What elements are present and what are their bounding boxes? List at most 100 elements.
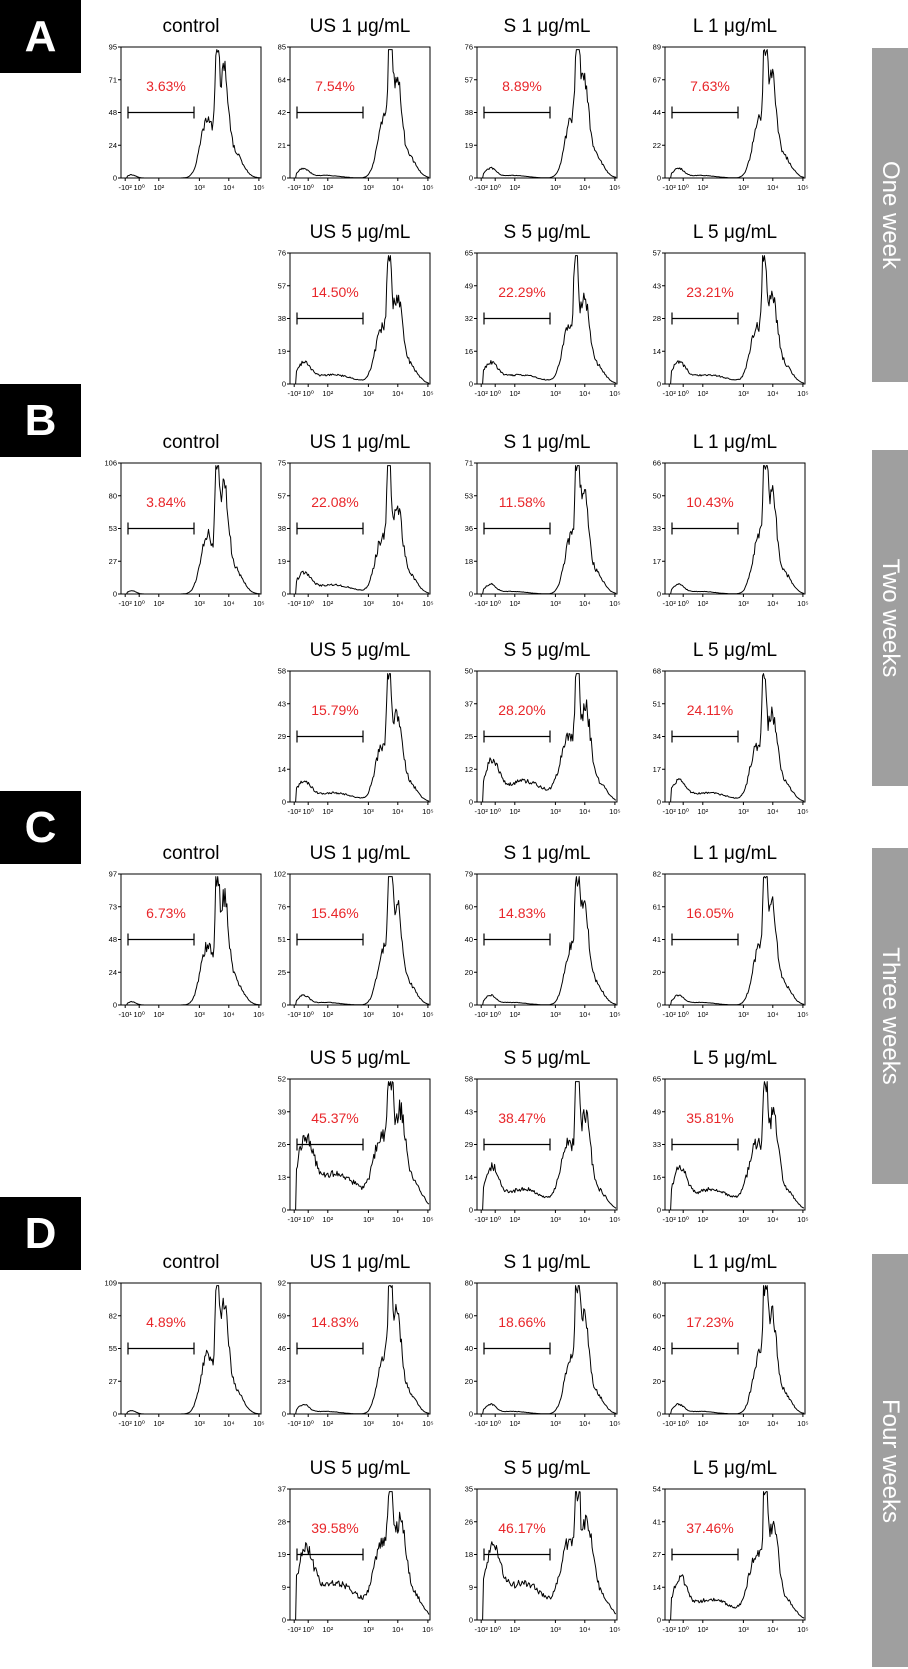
x-tick-label: 10⁵ bbox=[422, 1010, 433, 1019]
gate-percent-label: 3.63% bbox=[146, 78, 186, 94]
gate-percent-label: 4.89% bbox=[146, 1314, 186, 1330]
y-tick-label: 20 bbox=[653, 968, 661, 977]
x-tick-label: 10⁵ bbox=[253, 1419, 264, 1428]
y-tick-label: 97 bbox=[109, 870, 117, 879]
x-tick-label: 10² bbox=[509, 1419, 520, 1428]
histogram-line bbox=[122, 876, 261, 1006]
histogram-line bbox=[291, 465, 430, 595]
y-tick-label: 53 bbox=[465, 491, 473, 500]
x-tick-label: -10² bbox=[663, 1419, 677, 1428]
y-tick-label: 0 bbox=[113, 590, 117, 599]
histogram-line bbox=[478, 673, 617, 803]
x-tick-label: 10³ bbox=[363, 1625, 374, 1634]
y-tick-label: 95 bbox=[109, 43, 117, 52]
y-tick-label: 0 bbox=[113, 1410, 117, 1419]
x-tick-label: -10² bbox=[288, 389, 302, 398]
y-tick-label: 16 bbox=[653, 1173, 661, 1182]
x-tick-label: 10⁴ bbox=[579, 599, 591, 608]
x-tick-label: -10² bbox=[288, 807, 302, 816]
x-tick-label: 10⁴ bbox=[767, 599, 779, 608]
y-tick-label: 27 bbox=[109, 557, 117, 566]
y-tick-label: 29 bbox=[465, 1140, 473, 1149]
x-tick-label: 10⁰ bbox=[134, 1010, 145, 1019]
y-tick-label: 65 bbox=[465, 249, 473, 258]
y-tick-label: 76 bbox=[278, 249, 286, 258]
x-tick-label: 10⁴ bbox=[392, 807, 404, 816]
y-tick-label: 26 bbox=[278, 1140, 286, 1149]
y-tick-label: 29 bbox=[278, 732, 286, 741]
x-tick-label: 10³ bbox=[550, 1010, 561, 1019]
y-tick-label: 61 bbox=[653, 902, 661, 911]
gate-percent-label: 35.81% bbox=[686, 1110, 733, 1126]
y-tick-label: 54 bbox=[653, 1485, 661, 1494]
x-tick-label: 10⁴ bbox=[579, 1010, 591, 1019]
x-tick-label: 10⁵ bbox=[797, 1419, 808, 1428]
x-tick-label: 10² bbox=[697, 1010, 708, 1019]
panel-title: S 5 μg/mL bbox=[504, 1048, 591, 1069]
x-tick-label: 10⁴ bbox=[767, 1215, 779, 1224]
week-bar-one: One week bbox=[872, 48, 908, 382]
gate-percent-label: 14.50% bbox=[311, 284, 358, 300]
gate-percent-label: 15.79% bbox=[311, 702, 358, 718]
x-tick-label: 10³ bbox=[738, 807, 749, 816]
x-tick-label: 10² bbox=[322, 1625, 333, 1634]
y-tick-label: 67 bbox=[653, 75, 661, 84]
y-tick-label: 37 bbox=[278, 1485, 286, 1494]
y-tick-label: 43 bbox=[278, 699, 286, 708]
x-tick-label: 10⁰ bbox=[678, 1010, 689, 1019]
y-tick-label: 24 bbox=[109, 968, 117, 977]
week-label: Two weeks bbox=[877, 558, 904, 678]
x-tick-label: -10² bbox=[288, 1419, 302, 1428]
x-tick-label: 10³ bbox=[550, 807, 561, 816]
y-tick-label: 0 bbox=[657, 1001, 661, 1010]
y-tick-label: 0 bbox=[282, 1001, 286, 1010]
x-tick-label: 10⁴ bbox=[767, 183, 779, 192]
y-tick-label: 25 bbox=[465, 732, 473, 741]
y-tick-label: 50 bbox=[653, 491, 661, 500]
histogram-line bbox=[122, 1285, 260, 1415]
x-tick-label: 10⁵ bbox=[797, 1625, 808, 1634]
y-tick-label: 39 bbox=[278, 1107, 286, 1116]
y-tick-label: 0 bbox=[469, 1206, 473, 1215]
panel-title: S 1 μg/mL bbox=[504, 432, 591, 453]
y-tick-label: 0 bbox=[657, 380, 661, 389]
x-tick-label: 10³ bbox=[363, 807, 374, 816]
x-tick-label: 10² bbox=[509, 389, 520, 398]
x-tick-label: 10³ bbox=[550, 389, 561, 398]
x-tick-label: 10³ bbox=[363, 1215, 374, 1224]
week-bar-two: Two weeks bbox=[872, 450, 908, 786]
x-tick-label: -10² bbox=[663, 389, 677, 398]
panel-title: L 1 μg/mL bbox=[693, 432, 777, 453]
x-tick-label: 10⁰ bbox=[134, 1419, 145, 1428]
y-tick-label: 0 bbox=[657, 174, 661, 183]
y-tick-label: 42 bbox=[278, 108, 286, 117]
x-tick-label: 10² bbox=[322, 1215, 333, 1224]
y-tick-label: 49 bbox=[653, 1107, 661, 1116]
x-tick-label: 10³ bbox=[738, 599, 749, 608]
y-tick-label: 73 bbox=[109, 902, 117, 911]
histogram-line bbox=[478, 1081, 617, 1211]
histogram-line bbox=[478, 876, 617, 1006]
x-tick-label: 10⁵ bbox=[609, 807, 620, 816]
y-tick-label: 34 bbox=[653, 732, 661, 741]
x-tick-label: 10⁵ bbox=[797, 389, 808, 398]
y-tick-label: 17 bbox=[653, 765, 661, 774]
x-tick-label: -10² bbox=[663, 807, 677, 816]
x-tick-label: 10² bbox=[322, 1010, 333, 1019]
x-tick-label: 10⁵ bbox=[797, 599, 808, 608]
y-tick-label: 0 bbox=[657, 1410, 661, 1419]
week-bar-four: Four weeks bbox=[872, 1254, 908, 1667]
x-tick-label: 10⁰ bbox=[490, 807, 501, 816]
y-tick-label: 76 bbox=[465, 43, 473, 52]
x-tick-label: -10² bbox=[663, 599, 677, 608]
x-tick-label: -10² bbox=[475, 807, 489, 816]
x-tick-label: 10⁰ bbox=[303, 1010, 314, 1019]
x-tick-label: 10⁴ bbox=[392, 1010, 404, 1019]
x-tick-label: 10⁰ bbox=[490, 389, 501, 398]
x-tick-label: -10² bbox=[475, 599, 489, 608]
histogram-line bbox=[291, 1285, 430, 1415]
panel-title: US 1 μg/mL bbox=[310, 16, 411, 37]
x-tick-label: 10⁵ bbox=[797, 183, 808, 192]
panel-title: control bbox=[162, 432, 219, 453]
y-tick-label: 19 bbox=[278, 1550, 286, 1559]
